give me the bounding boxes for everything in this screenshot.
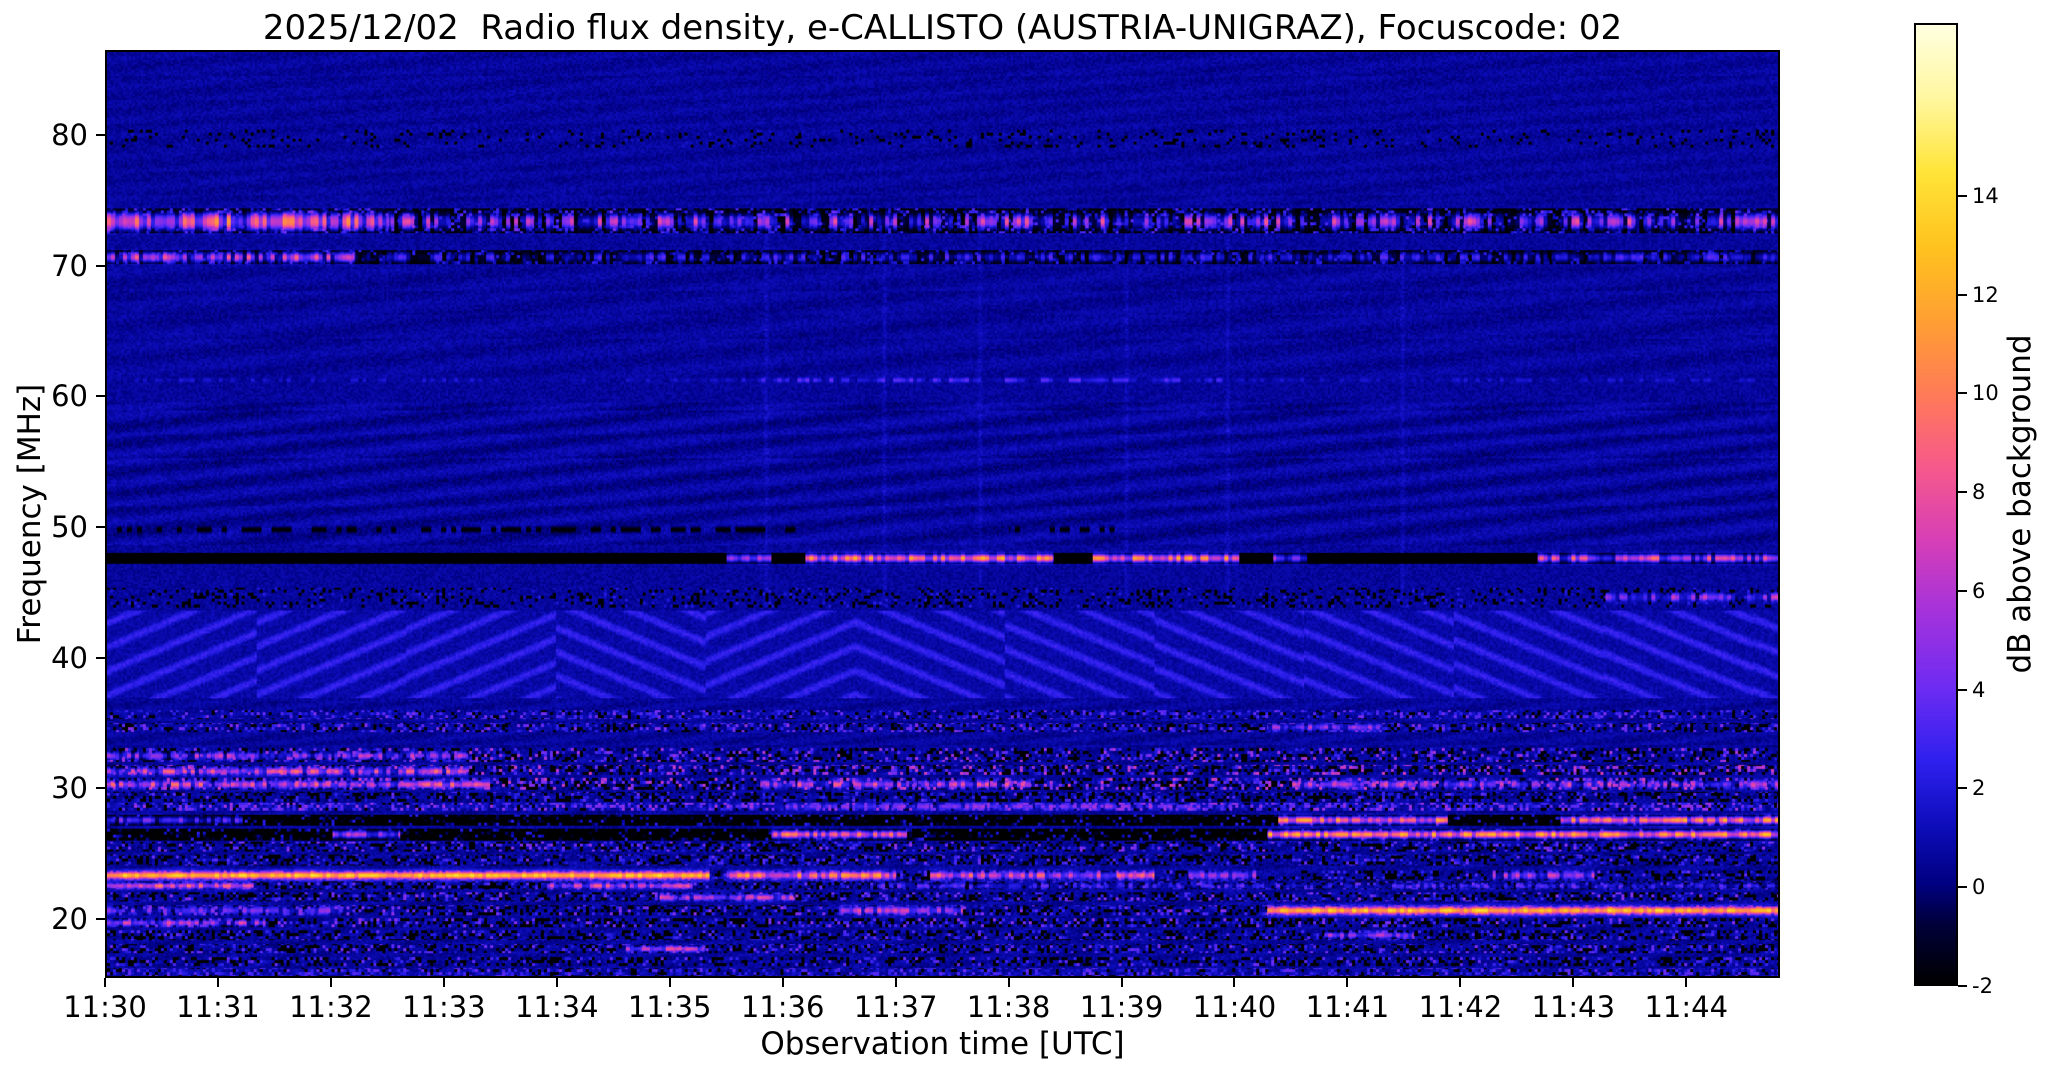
y-tick-label: 20 [51, 902, 88, 937]
x-tick-mark [216, 978, 219, 987]
x-tick-label: 11:32 [289, 990, 373, 1024]
x-tick-mark [894, 978, 897, 987]
x-tick-label: 11:44 [1644, 990, 1729, 1024]
y-tick-label: 40 [51, 640, 88, 675]
y-tick-mark [96, 526, 105, 529]
y-tick-label: 70 [51, 248, 88, 283]
colorbar [1914, 23, 1958, 986]
x-tick-mark [555, 978, 558, 987]
x-tick-mark [329, 978, 332, 987]
colorbar-tick-mark [1958, 392, 1967, 395]
y-tick-mark [96, 787, 105, 790]
colorbar-tick-mark [1958, 194, 1967, 197]
colorbar-tick-mark [1958, 491, 1967, 494]
spectrogram-canvas [107, 52, 1778, 976]
y-tick-mark [96, 133, 105, 136]
x-tick-label: 11:43 [1531, 990, 1616, 1024]
x-tick-mark [1007, 978, 1010, 987]
x-tick-mark [1459, 978, 1462, 987]
colorbar-tick-mark [1958, 589, 1967, 592]
y-tick-label: 50 [51, 510, 88, 545]
colorbar-tick-label: 4 [1972, 677, 1986, 702]
colorbar-tick-label: 6 [1972, 578, 1986, 603]
x-tick-mark [1346, 978, 1349, 987]
y-tick-mark [96, 395, 105, 398]
colorbar-tick-mark [1958, 985, 1967, 987]
x-tick-label: 11:30 [63, 990, 147, 1024]
x-tick-label: 11:36 [740, 990, 825, 1024]
colorbar-tick-mark [1958, 293, 1967, 296]
y-tick-mark [96, 264, 105, 267]
colorbar-canvas [1916, 25, 1956, 984]
x-tick-label: 11:40 [1192, 990, 1277, 1024]
colorbar-tick-label: 12 [1972, 282, 1999, 307]
colorbar-tick-label: 8 [1972, 480, 1986, 505]
colorbar-tick-mark [1958, 886, 1967, 889]
x-tick-mark [668, 978, 671, 987]
colorbar-tick-mark [1958, 787, 1967, 790]
chart-title: 2025/12/02 Radio flux density, e-CALLIST… [262, 8, 1623, 48]
plot-area [105, 50, 1780, 978]
x-tick-label: 11:42 [1418, 990, 1503, 1024]
x-tick-mark [1120, 978, 1123, 987]
x-tick-label: 11:39 [1079, 990, 1164, 1024]
y-tick-mark [96, 918, 105, 921]
x-tick-label: 11:37 [853, 990, 938, 1024]
colorbar-tick-mark [1958, 688, 1967, 691]
x-tick-label: 11:33 [402, 990, 486, 1024]
colorbar-tick-label: 2 [1972, 776, 1986, 801]
x-tick-mark [1233, 978, 1236, 987]
y-tick-mark [96, 656, 105, 659]
x-tick-label: 11:31 [176, 990, 260, 1024]
x-tick-mark [781, 978, 784, 987]
colorbar-label: dB above background [2002, 334, 2038, 674]
y-tick-label: 30 [51, 771, 88, 806]
x-tick-mark [1572, 978, 1575, 987]
y-axis-label: Frequency [MHz] [12, 383, 48, 645]
colorbar-tick-label: 0 [1972, 875, 1986, 900]
colorbar-tick-label: 10 [1972, 381, 1999, 406]
x-tick-mark [442, 978, 445, 987]
x-tick-mark [104, 978, 106, 987]
y-tick-label: 60 [51, 379, 88, 414]
colorbar-tick-label: 14 [1972, 183, 1999, 208]
x-tick-label: 11:41 [1305, 990, 1390, 1024]
x-tick-label: 11:34 [514, 990, 599, 1024]
x-axis-label: Observation time [UTC] [760, 1026, 1125, 1062]
x-tick-label: 11:38 [966, 990, 1051, 1024]
y-tick-label: 80 [51, 117, 88, 152]
x-tick-mark [1685, 978, 1688, 987]
colorbar-tick-label: -2 [1972, 974, 1993, 998]
x-tick-label: 11:35 [627, 990, 712, 1024]
